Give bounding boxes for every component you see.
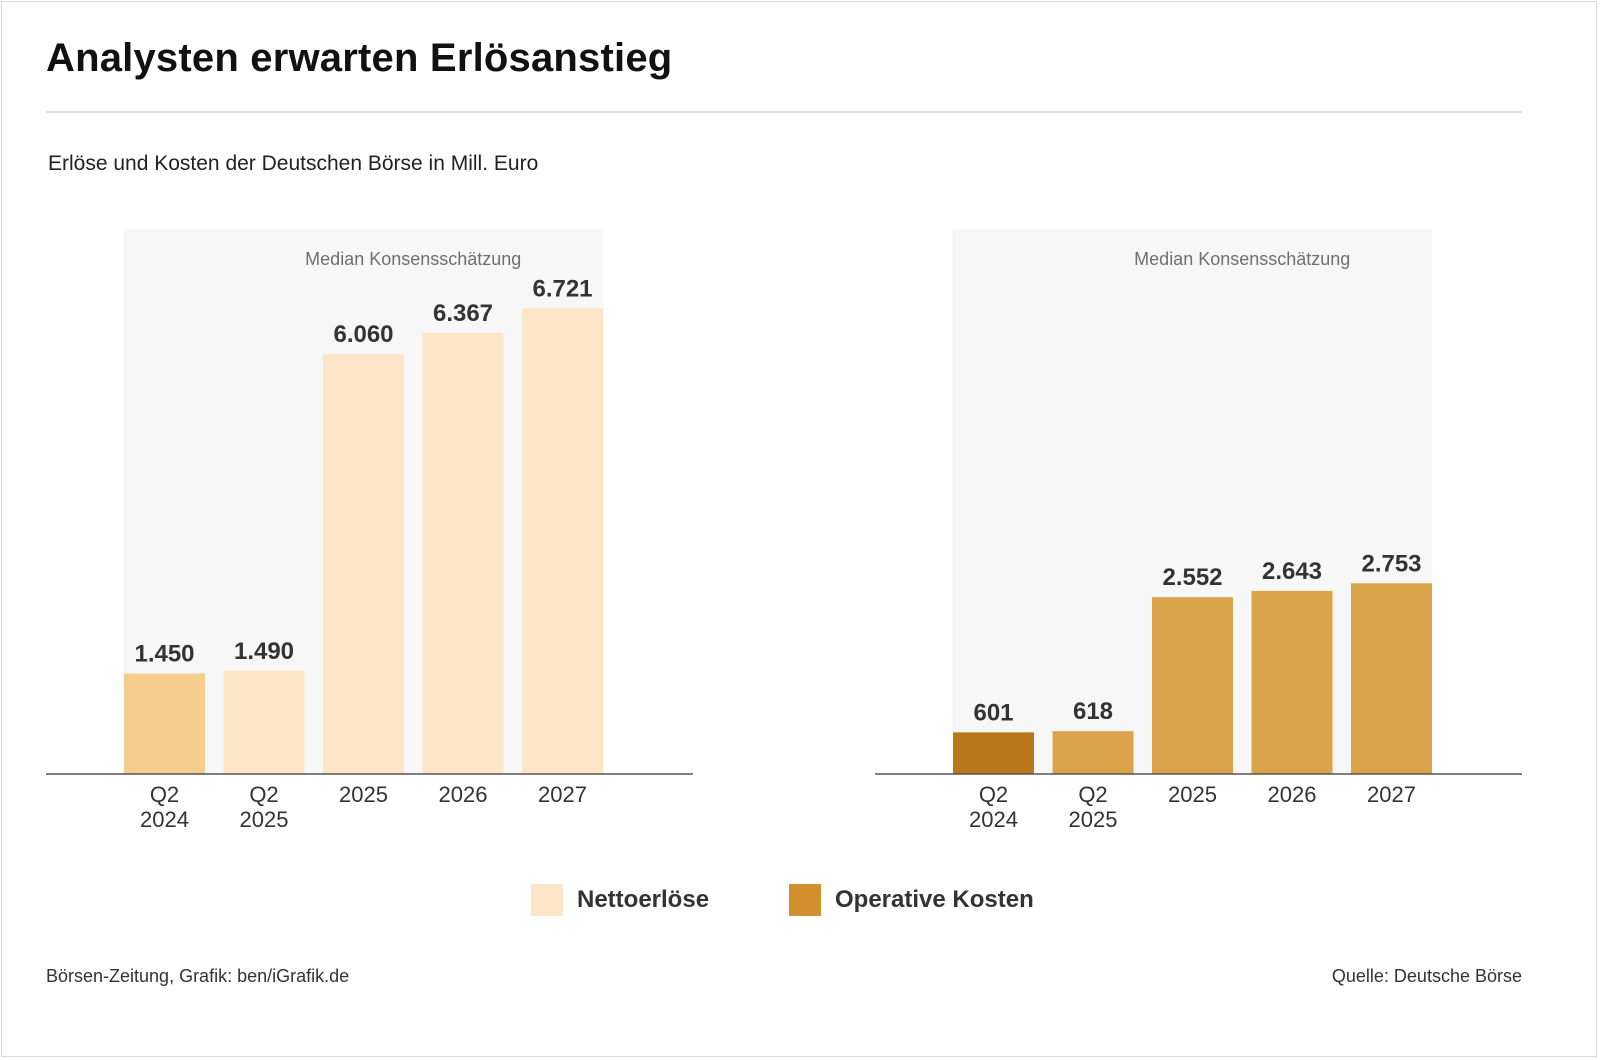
legend-swatch-nettoerloese	[531, 884, 563, 916]
chart-1-value-label-2: 1.490	[234, 638, 294, 665]
chart-2-value-label-2: 618	[1073, 698, 1113, 725]
chart-2-x-tick-label-3: 2025	[1168, 782, 1217, 807]
chart-1-annotation: Median Konsensschätzung	[305, 249, 521, 269]
chart-1-bar-1	[124, 673, 205, 774]
chart-2-x-tick-label-2: Q2 2025	[1069, 782, 1118, 832]
chart-2-bar-4	[1251, 590, 1333, 774]
charts-area: Median Konsensschätzung 1.450 Q2 2024 1.490 Q…	[46, 249, 1522, 832]
legend-item-nettoerloese: Nettoerlöse	[531, 882, 709, 918]
chart-1-bar-2	[223, 670, 305, 774]
chart-1-value-label-1: 1.450	[134, 641, 194, 668]
title-divider	[46, 111, 1522, 113]
chart-2-value-label-1: 601	[973, 699, 1013, 726]
chart-2-value-label-4: 2.643	[1262, 558, 1322, 585]
chart-2-x-tick-label-4: 2026	[1268, 782, 1317, 807]
chart-subtitle: Erlöse und Kosten der Deutschen Börse in…	[48, 152, 539, 175]
chart-1-value-label-4: 6.367	[433, 300, 493, 327]
chart-1-x-tick-label-3: 2025	[339, 782, 388, 807]
chart-2-x-tick-label-1: Q2 2024	[969, 782, 1018, 832]
chart-1-bar-3	[323, 354, 404, 774]
source-text: Quelle: Deutsche Börse	[1331, 966, 1522, 986]
chart-1-bar-5	[522, 308, 603, 774]
chart-1-value-label-5: 6.721	[532, 275, 592, 302]
chart-2-bar-3	[1152, 597, 1233, 774]
chart-2-value-label-3: 2.552	[1162, 564, 1222, 591]
credit-text: Börsen-Zeitung, Grafik: ben/iGrafik.de	[46, 966, 350, 986]
legend: Nettoerlöse Operative Kosten	[0, 882, 1600, 918]
chart-2-annotation: Median Konsensschätzung	[1134, 249, 1350, 269]
chart-title: Analysten erwarten Erlösanstieg	[46, 36, 673, 80]
chart-2-bar-2	[1052, 731, 1134, 774]
legend-label-nettoerloese: Nettoerlöse	[577, 886, 710, 913]
legend-item-operative-kosten: Operative Kosten	[789, 882, 1034, 918]
legend-label-operative-kosten: Operative Kosten	[835, 886, 1034, 913]
chart-1-value-label-3: 6.060	[333, 321, 393, 348]
chart-1-x-tick-label-4: 2026	[439, 782, 488, 807]
chart-2-value-label-5: 2.753	[1361, 550, 1421, 577]
chart-2-bar-5	[1351, 583, 1432, 774]
chart-1-x-tick-label-2: Q2 2025	[240, 782, 289, 832]
chart-2-bar-1	[953, 732, 1034, 774]
chart-1-bar-4	[422, 332, 504, 774]
chart-2-x-tick-label-5: 2027	[1367, 782, 1416, 807]
legend-swatch-operative-kosten	[789, 884, 821, 916]
chart-1-x-tick-label-1: Q2 2024	[140, 782, 189, 832]
chart-1-x-tick-label-5: 2027	[538, 782, 587, 807]
